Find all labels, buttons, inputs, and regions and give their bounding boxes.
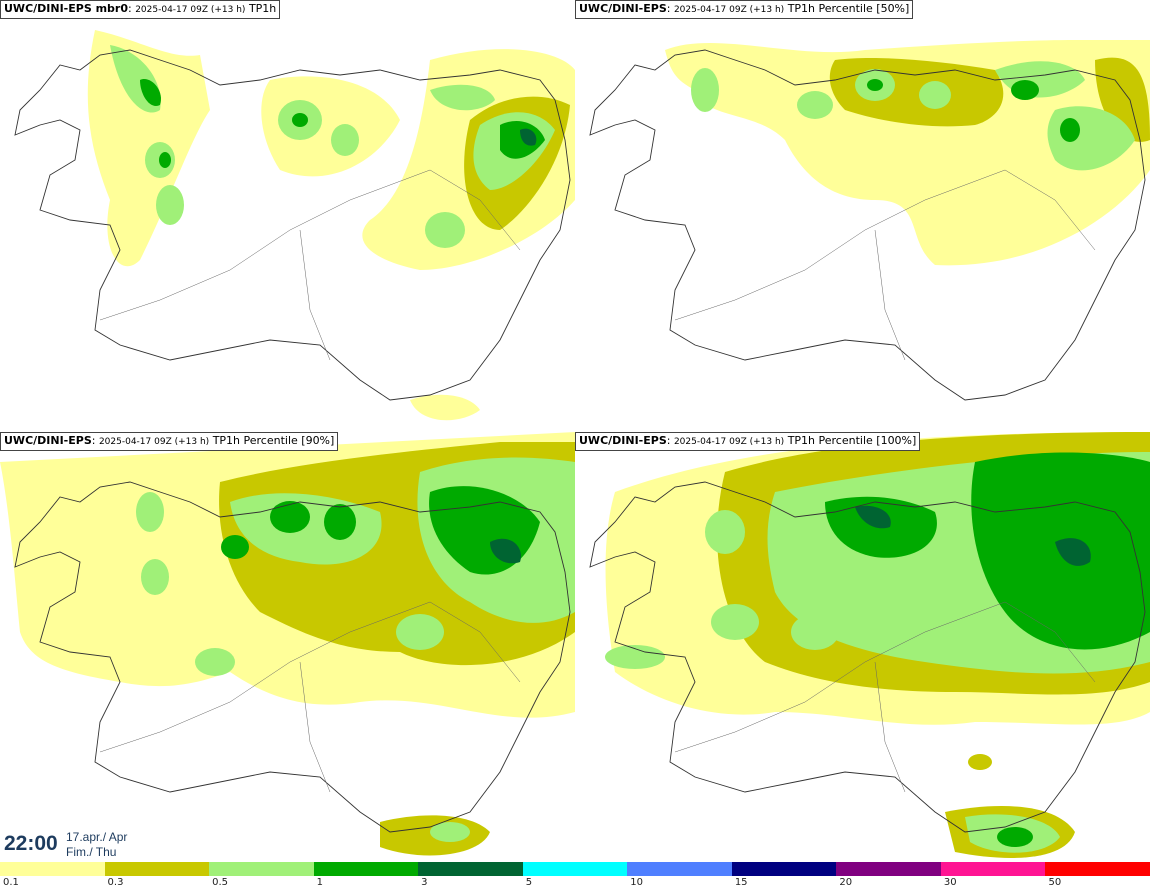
precip-color-legend: 0.1 0.3 0.5 1 3 5 10 15 20 30 50 — [0, 862, 1150, 891]
panel-title: UWC/DINI-EPS: 2025-04-17 09Z (+13 h) TP1… — [575, 432, 921, 451]
precip-fields — [87, 30, 575, 421]
legend-tick-label: 0.1 — [3, 877, 19, 888]
legend-swatch — [836, 862, 942, 876]
legend-swatch — [104, 862, 210, 876]
legend-tick-label: 20 — [839, 877, 853, 888]
legend-swatch — [627, 862, 733, 876]
valid-time-weekday: Fim./ Thu — [66, 845, 117, 859]
rivers — [99, 601, 521, 793]
legend-swatch — [0, 862, 106, 876]
legend-tick-label: 0.3 — [107, 877, 124, 888]
valid-time-date: 17.apr./ Apr — [66, 830, 128, 844]
panel-title: UWC/DINI-EPS: 2025-04-17 09Z (+13 h) TP1… — [0, 432, 339, 451]
precip-fields — [605, 432, 1150, 858]
legend-tick-label: 1 — [316, 877, 323, 888]
legend-swatch — [418, 862, 524, 876]
rivers — [674, 169, 1096, 361]
precip-map-p50 — [589, 40, 1150, 401]
legend-swatch — [1045, 862, 1150, 876]
rivers — [99, 169, 521, 361]
legend-tick-label: 50 — [1048, 877, 1062, 888]
rivers — [674, 601, 1096, 793]
panel-title: UWC/DINI-EPS: 2025-04-17 09Z (+13 h) TP1… — [575, 0, 914, 19]
map-panel-p100: UWC/DINI-EPS: 2025-04-17 09Z (+13 h) TP1… — [575, 432, 1150, 862]
legend-swatch — [209, 862, 315, 876]
coastline — [589, 49, 1146, 401]
valid-time-box: 22:00 17.apr./ Apr Fim./ Thu — [0, 824, 140, 862]
precip-fields — [0, 432, 575, 856]
legend-tick-label: 0.5 — [212, 877, 228, 888]
legend-tick-label: 5 — [525, 877, 533, 888]
precip-fields — [665, 40, 1150, 266]
map-panel-p90: UWC/DINI-EPS: 2025-04-17 09Z (+13 h) TP1… — [0, 432, 575, 864]
legend-swatch — [313, 862, 419, 876]
legend-swatch — [940, 862, 1046, 876]
legend-swatch — [522, 862, 628, 876]
precip-map-p90 — [0, 432, 575, 856]
panel-title: UWC/DINI-EPS mbr0: 2025-04-17 09Z (+13 h… — [0, 0, 281, 19]
map-panel-p50: UWC/DINI-EPS: 2025-04-17 09Z (+13 h) TP1… — [575, 0, 1150, 432]
precip-map-p100 — [589, 432, 1150, 858]
legend-tick-label: 10 — [630, 877, 643, 888]
precip-map-member0 — [14, 30, 575, 421]
legend-swatch — [731, 862, 837, 876]
coastline — [589, 481, 1146, 833]
legend-tick-label: 3 — [421, 877, 428, 888]
coastline — [14, 49, 571, 401]
map-panel-member0: UWC/DINI-EPS mbr0: 2025-04-17 09Z (+13 h… — [0, 0, 575, 432]
legend-tick-label: 15 — [734, 877, 748, 888]
legend-tick-label: 30 — [943, 877, 957, 888]
valid-time-clock: 22:00 — [4, 832, 58, 855]
coastline — [14, 481, 571, 833]
